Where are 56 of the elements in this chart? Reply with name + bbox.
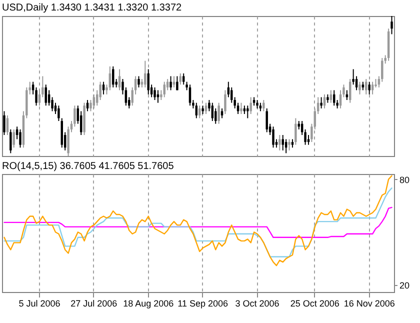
candlestick (138, 76, 140, 88)
candlestick (163, 81, 166, 98)
candlestick (365, 78, 368, 95)
chart-title: USD,Daily 1.3430 1.3431 1.3320 1.3372 (2, 2, 182, 14)
y-tick-label: 20 (400, 280, 410, 290)
candlestick (307, 134, 310, 146)
candlestick (246, 105, 249, 119)
line-series (4, 175, 392, 266)
candlestick (282, 134, 284, 151)
candlestick (170, 76, 172, 91)
candlestick (294, 118, 297, 146)
candlestick (195, 102, 198, 119)
candlestick (266, 108, 268, 133)
x-tick-label: 25 Oct 2006 (290, 298, 340, 308)
x-tick-label: 16 Nov 2006 (344, 298, 395, 308)
candlestick (272, 126, 274, 148)
candlestick (179, 72, 182, 86)
candlestick (10, 128, 12, 154)
candlestick (19, 128, 22, 148)
candlestick (60, 118, 64, 148)
line-series (4, 187, 392, 258)
candlestick (390, 16, 393, 35)
candlestick (154, 86, 156, 100)
chart-title: RO(14,5,15) 36.7605 41.7605 51.7605 (2, 161, 174, 172)
candlestick (182, 72, 185, 86)
candlestick (368, 81, 370, 95)
x-tick-label: 11 Sep 2006 (178, 298, 228, 308)
candlestick (12, 128, 15, 148)
x-tick-label: 18 Aug 2006 (123, 298, 174, 308)
candlestick (48, 90, 50, 106)
candlestick (323, 94, 326, 109)
candlestick (144, 60, 146, 88)
candlestick (240, 102, 242, 114)
candlestick (278, 134, 281, 151)
candlestick (58, 105, 60, 122)
candlestick (224, 90, 226, 114)
candlestick (147, 68, 150, 95)
candlestick (44, 84, 47, 106)
x-tick-label: 3 Oct 2006 (235, 298, 280, 308)
candlestick (288, 138, 290, 151)
candlestick (118, 68, 121, 91)
candlestick (220, 108, 224, 119)
candlestick (332, 90, 336, 106)
x-tick-label: 5 Jul 2006 (18, 298, 60, 308)
candlestick (176, 76, 178, 91)
candlestick (358, 81, 361, 95)
candlestick (218, 102, 220, 124)
candlestick (320, 96, 322, 109)
x-tick-label: 27 Jul 2006 (70, 298, 118, 308)
y-tick-label: 80 (400, 174, 410, 185)
candlestick (352, 68, 354, 86)
candlestick (112, 66, 114, 88)
candlestick (188, 84, 192, 106)
candlestick (250, 96, 252, 114)
candlestick (262, 100, 265, 112)
candlestick (3, 110, 6, 136)
